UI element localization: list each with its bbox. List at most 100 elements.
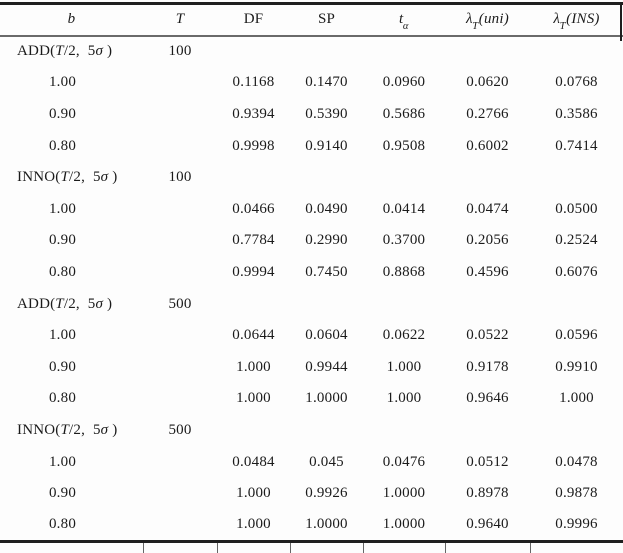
cell-value: 0.7450 bbox=[305, 263, 348, 280]
column-boundary-tick bbox=[217, 543, 218, 553]
cell-empty bbox=[143, 99, 217, 131]
group-label-sigma: σ bbox=[95, 295, 104, 312]
cell-b-value: 1.00 bbox=[48, 200, 77, 217]
cell-empty bbox=[363, 288, 445, 320]
cell-value: 1.000 bbox=[236, 485, 271, 502]
cell-empty bbox=[217, 415, 290, 447]
cell-empty bbox=[217, 162, 290, 194]
data-row: 1.00 0.1168 0.1470 0.0960 0.0620 0.0768 bbox=[0, 67, 623, 99]
cell-value: 0.0476 bbox=[382, 453, 426, 470]
header-cell-DF: DF bbox=[217, 4, 290, 36]
column-boundary-tick bbox=[530, 543, 531, 553]
group-label-T: T bbox=[55, 43, 64, 60]
cell-empty bbox=[445, 162, 530, 194]
cell-value: 0.2524 bbox=[555, 232, 598, 249]
group-row: ADD(T/2, 5σ ) 500 bbox=[0, 288, 623, 320]
cell-value: 0.0474 bbox=[466, 200, 509, 217]
cell-b-value: 0.80 bbox=[48, 515, 77, 532]
cell-value: 0.0512 bbox=[466, 453, 509, 470]
cell-value: 0.0522 bbox=[466, 327, 509, 344]
cell-empty bbox=[290, 36, 363, 68]
cell-value: 0.9996 bbox=[555, 515, 598, 532]
cell-value: 1.0000 bbox=[305, 390, 348, 407]
cell-empty bbox=[445, 36, 530, 68]
header-label-DF: DF bbox=[243, 11, 264, 28]
cell-b-value: 1.00 bbox=[48, 74, 77, 91]
cell-value: 0.0768 bbox=[555, 74, 598, 91]
cell-value: 0.9640 bbox=[466, 515, 509, 532]
cell-empty bbox=[530, 36, 623, 68]
cell-value: 0.0414 bbox=[382, 200, 426, 217]
header-cell-b: b bbox=[0, 4, 143, 36]
cell-empty bbox=[143, 320, 217, 352]
cell-empty bbox=[363, 415, 445, 447]
cell-group-label: ADD(T/2, 5σ ) bbox=[0, 288, 143, 320]
cell-value: 0.9910 bbox=[555, 358, 598, 375]
cell-empty bbox=[143, 67, 217, 99]
cell-empty bbox=[143, 193, 217, 225]
data-row: 0.80 0.9998 0.9140 0.9508 0.6002 0.7414 bbox=[0, 130, 623, 162]
cell-value: 0.9878 bbox=[555, 485, 598, 502]
cell-value: 0.5390 bbox=[305, 105, 348, 122]
cell-value: 1.000 bbox=[559, 390, 594, 407]
header-label-lambda: λ bbox=[553, 11, 561, 28]
cell-value: 0.6076 bbox=[555, 263, 598, 280]
data-row: 0.90 1.000 0.9926 1.0000 0.8978 0.9878 bbox=[0, 478, 623, 510]
group-label-mid: /2, 5 bbox=[69, 421, 101, 438]
cell-value: 0.5686 bbox=[382, 105, 426, 122]
cell-value: 0.8978 bbox=[466, 485, 509, 502]
cell-value: 0.8868 bbox=[382, 263, 426, 280]
group-row: INNO(T/2, 5σ ) 100 bbox=[0, 162, 623, 194]
cell-value: 0.045 bbox=[309, 453, 344, 470]
cell-T-value: 500 bbox=[168, 295, 192, 312]
cell-value: 1.000 bbox=[386, 358, 422, 375]
header-sub-T: T bbox=[559, 21, 566, 33]
group-label-T: T bbox=[55, 295, 64, 312]
data-row: 1.00 0.0484 0.045 0.0476 0.0512 0.0478 bbox=[0, 446, 623, 478]
cell-value: 0.3700 bbox=[382, 232, 426, 249]
cell-value: 0.7784 bbox=[232, 232, 275, 249]
cell-value: 1.0000 bbox=[305, 515, 348, 532]
column-boundary-tick bbox=[445, 543, 446, 553]
group-label-close: ) bbox=[103, 43, 113, 60]
header-cell-T: T bbox=[143, 4, 217, 36]
cell-T-value: 500 bbox=[168, 421, 192, 438]
group-label-close: ) bbox=[103, 295, 113, 312]
data-row: 1.00 0.0466 0.0490 0.0414 0.0474 0.0500 bbox=[0, 193, 623, 225]
header-cell-lambda-uni: λT(uni) bbox=[445, 4, 530, 36]
group-label-T: T bbox=[60, 169, 70, 186]
cell-group-label: INNO(T/2, 5σ ) bbox=[0, 162, 143, 194]
scan-edge-artifact bbox=[620, 2, 622, 41]
cell-value: 0.1168 bbox=[232, 74, 275, 91]
header-label-SP: SP bbox=[317, 11, 336, 28]
header-cell-lambda-ins: λT(INS) bbox=[530, 4, 623, 36]
cell-value: 0.3586 bbox=[555, 105, 598, 122]
cell-empty bbox=[445, 415, 530, 447]
cell-empty bbox=[530, 415, 623, 447]
cell-empty bbox=[143, 225, 217, 257]
cell-value: 0.0478 bbox=[555, 453, 598, 470]
cell-value: 1.0000 bbox=[382, 515, 426, 532]
cell-b-value: 0.80 bbox=[48, 390, 77, 407]
cell-value: 0.0620 bbox=[466, 74, 509, 91]
cell-value: 0.9140 bbox=[305, 137, 348, 154]
results-table: b T DF SP tα λT(uni) λT(INS) ADD(T/2, 5σ… bbox=[0, 2, 623, 543]
header-label-ins: (INS) bbox=[566, 11, 600, 28]
header-label-T: T bbox=[175, 11, 185, 28]
cell-value: 1.000 bbox=[236, 358, 271, 375]
cell-empty bbox=[143, 509, 217, 541]
cell-value: 0.9178 bbox=[466, 358, 509, 375]
cell-value: 1.000 bbox=[236, 515, 271, 532]
column-boundary-tick bbox=[363, 543, 364, 553]
cell-value: 0.0644 bbox=[232, 327, 275, 344]
cell-T-value: 100 bbox=[168, 169, 192, 186]
group-name: ADD( bbox=[17, 295, 56, 312]
group-row: ADD(T/2, 5σ ) 100 bbox=[0, 36, 623, 68]
cell-b-value: 1.00 bbox=[48, 327, 77, 344]
cell-value: 0.7414 bbox=[555, 137, 598, 154]
table-body: ADD(T/2, 5σ ) 100 1.00 0.1168 0.1470 0.0960 0.… bbox=[0, 36, 623, 542]
data-row: 0.90 1.000 0.9944 1.000 0.9178 0.9910 bbox=[0, 351, 623, 383]
cell-value: 0.4596 bbox=[466, 263, 509, 280]
header-label-uni: (uni) bbox=[478, 11, 509, 28]
header-sub-alpha: α bbox=[402, 21, 409, 33]
